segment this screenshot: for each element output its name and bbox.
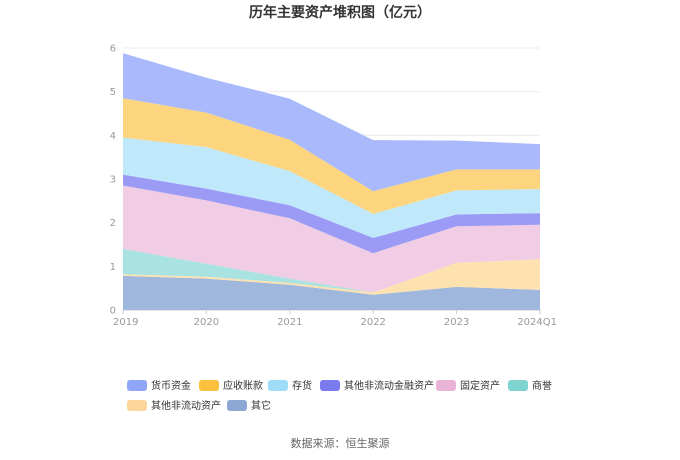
legend-swatch xyxy=(127,380,147,391)
area-其他非流动金融资产 xyxy=(123,174,540,254)
y-tick-label: 2 xyxy=(110,218,116,229)
y-tick-label: 0 xyxy=(110,306,116,317)
area-其他非流动资产 xyxy=(123,259,540,295)
legend-label: 货币资金 xyxy=(151,379,191,392)
legend-label: 其他非流动金融资产 xyxy=(344,379,434,392)
legend-swatch xyxy=(320,380,340,391)
legend-label: 存货 xyxy=(292,379,312,392)
y-tick-label: 4 xyxy=(110,131,116,142)
legend-swatch xyxy=(436,380,456,391)
x-axis: 2019 2020 2021 2022 2023 2024Q1 xyxy=(113,310,557,328)
y-tick-label: 6 xyxy=(110,44,116,55)
legend-label: 其它 xyxy=(251,399,271,412)
legend-label: 应收账款 xyxy=(223,379,263,392)
y-tick-label: 1 xyxy=(110,262,116,273)
y-axis: 0 1 2 3 4 5 6 xyxy=(110,44,116,317)
area-其它 xyxy=(123,275,540,310)
data-source-note: 数据来源：恒生聚源 xyxy=(291,436,390,450)
legend-label: 其他非流动资产 xyxy=(151,399,221,412)
legend-swatch xyxy=(227,400,247,411)
y-tick-label: 3 xyxy=(110,175,116,186)
area-商誉 xyxy=(123,248,540,293)
chart-title: 历年主要资产堆积图（亿元） xyxy=(249,4,431,21)
x-tick-label: 2020 xyxy=(194,317,219,328)
legend-swatch xyxy=(508,380,528,391)
area-应收账款 xyxy=(123,98,540,214)
x-tick-label: 2019 xyxy=(113,317,138,328)
x-tick-label: 2024Q1 xyxy=(517,317,557,328)
x-tick-label: 2023 xyxy=(444,317,469,328)
legend-label: 固定资产 xyxy=(460,379,500,392)
x-tick-label: 2022 xyxy=(360,317,385,328)
area-series xyxy=(123,53,540,310)
area-存货 xyxy=(123,137,540,238)
y-tick-label: 5 xyxy=(110,87,116,98)
area-货币资金 xyxy=(123,53,540,192)
legend-swatch xyxy=(199,380,219,391)
area-固定资产 xyxy=(123,185,540,293)
legend-swatch xyxy=(127,400,147,411)
legend-swatch xyxy=(268,380,288,391)
legend-label: 商誉 xyxy=(532,379,552,392)
x-tick-label: 2021 xyxy=(277,317,302,328)
